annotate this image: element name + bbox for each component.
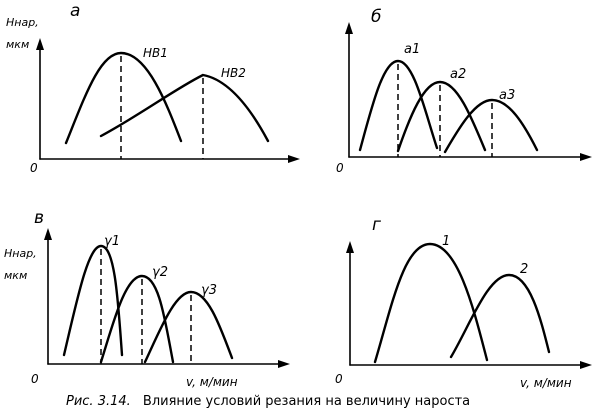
panel-b-y-arrow: [345, 22, 353, 34]
panel-g: г 0 v, м/мин 1 2: [335, 215, 592, 390]
curve-hb2: [99, 73, 270, 143]
curve-gamma2-label: γ2: [152, 265, 168, 280]
curve-gamma3-label: γ3: [201, 283, 217, 298]
curve-a3: [443, 98, 539, 154]
panel-a-letter: а: [70, 1, 80, 21]
panel-g-origin: 0: [335, 372, 343, 386]
curve-a2: [396, 80, 487, 153]
panel-g-y-arrow: [346, 241, 354, 253]
curve-gamma3: [143, 290, 234, 364]
panel-v: в Hнар, мкм 0 v, м/мин γ1 γ2 γ3: [4, 208, 290, 389]
panel-a-y-unit: мкм: [6, 38, 29, 51]
panel-v-letter: в: [34, 208, 44, 228]
panel-v-x-arrow: [278, 360, 290, 368]
panel-a-y-arrow: [36, 38, 44, 50]
panel-v-origin: 0: [31, 372, 39, 386]
curve-2-label: 2: [520, 262, 528, 277]
panel-g-letter: г: [372, 215, 381, 235]
figure-caption-text: Влияние условий резания на величину наро…: [143, 394, 470, 409]
panel-v-y-label: Hнар,: [4, 247, 37, 260]
panel-v-x-label: v, м/мин: [186, 375, 238, 389]
curve-hb1-label: HB1: [143, 46, 168, 60]
panel-v-y-arrow: [44, 228, 52, 240]
curve-1-label: 1: [442, 234, 450, 249]
curve-hb1: [64, 51, 183, 145]
figure-caption: Рис. 3.14. Влияние условий резания на ве…: [66, 394, 470, 409]
panel-a-origin: 0: [30, 161, 38, 175]
curve-gamma1: [62, 244, 124, 357]
curve-1: [373, 242, 489, 364]
panel-g-x-arrow: [580, 361, 592, 369]
curve-a1: [358, 59, 439, 152]
curve-2: [449, 273, 551, 359]
curve-hb2-label: HB2: [221, 66, 246, 80]
curve-a1-label: a1: [404, 42, 420, 57]
curve-a3-label: a3: [499, 88, 515, 103]
panel-a-y-label: Hнар,: [6, 16, 39, 29]
panel-a: а Hнар, мкм 0 HB1 HB2: [6, 1, 300, 175]
panel-b-origin: 0: [336, 161, 344, 175]
panel-b-letter: б: [371, 7, 381, 27]
panel-b: б 0 a1 a2 a3: [336, 7, 592, 175]
panel-g-x-label: v, м/мин: [520, 376, 572, 390]
panel-a-x-arrow: [288, 155, 300, 163]
curve-gamma2: [99, 274, 175, 364]
curve-a2-label: a2: [450, 67, 466, 82]
panel-v-y-unit: мкм: [4, 269, 27, 282]
panel-b-x-arrow: [580, 153, 592, 161]
curve-gamma1-label: γ1: [104, 234, 120, 249]
figure-caption-label: Рис. 3.14.: [66, 394, 131, 409]
